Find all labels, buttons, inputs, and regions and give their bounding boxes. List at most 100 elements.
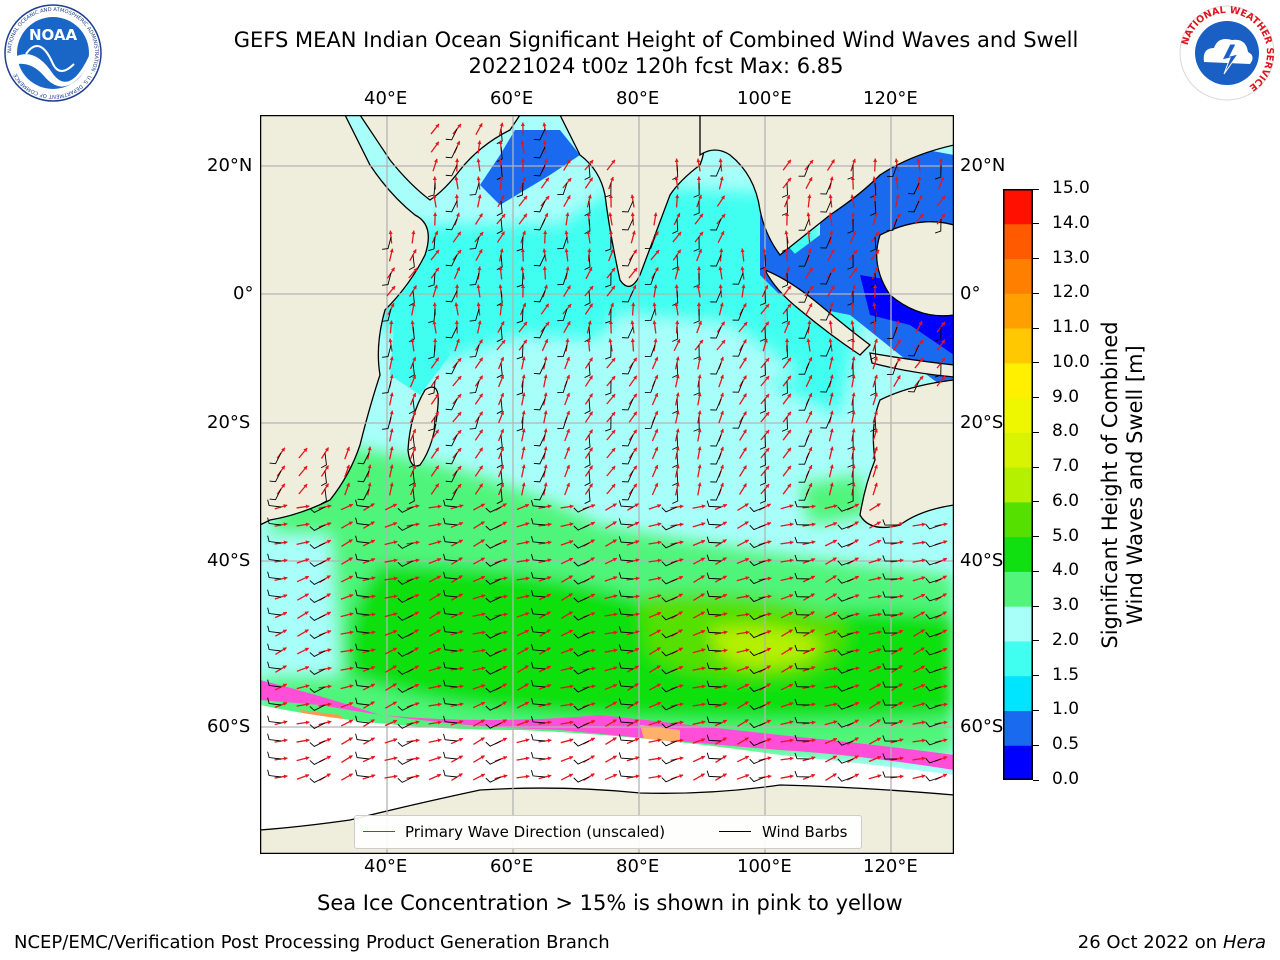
wind-barb bbox=[622, 218, 634, 231]
wind-barb bbox=[618, 734, 634, 742]
wave-arrow-head bbox=[498, 284, 503, 289]
wind-barb bbox=[925, 560, 942, 566]
legend-wind-barbs: Wind Barbs bbox=[762, 823, 848, 841]
wave-arrow-head bbox=[811, 558, 816, 562]
wave-arrow-head bbox=[745, 576, 750, 581]
wave-arrow-head bbox=[700, 575, 705, 580]
wave-arrow-head bbox=[722, 557, 727, 562]
wave-arrow-head bbox=[811, 504, 816, 509]
wave-arrow-head bbox=[415, 774, 420, 779]
wave-arrow-head bbox=[765, 303, 770, 308]
borneo bbox=[876, 221, 954, 317]
wind-barb bbox=[837, 758, 854, 764]
wind-barb bbox=[269, 488, 282, 501]
colorbar-tick-mark bbox=[1033, 605, 1039, 607]
wind-barb bbox=[710, 164, 722, 177]
wave-arrow-head bbox=[590, 575, 595, 580]
wind-barb bbox=[882, 627, 898, 634]
wave-arrow-head bbox=[853, 267, 857, 272]
wind-barb bbox=[618, 752, 634, 760]
wave-arrow-head bbox=[829, 230, 834, 235]
wave-arrow-head bbox=[481, 630, 486, 635]
wave-arrow-head bbox=[765, 465, 770, 470]
wave-arrow-head bbox=[745, 648, 750, 653]
wave-arrow-head bbox=[500, 321, 505, 326]
wave-arrow-head bbox=[697, 428, 702, 433]
wind-barb bbox=[820, 308, 832, 321]
wind-barb bbox=[618, 716, 634, 724]
wind-barb bbox=[661, 668, 678, 675]
wave-arrow-head bbox=[281, 447, 285, 452]
wave-arrow-head bbox=[786, 266, 790, 271]
wave-arrow-head bbox=[282, 629, 287, 634]
wave-arrow-head bbox=[630, 320, 635, 325]
lat-label-left-60s: 60°S bbox=[207, 716, 251, 737]
wind-barb bbox=[445, 128, 458, 141]
wave-arrow-head bbox=[414, 683, 419, 688]
wind-barb bbox=[837, 506, 854, 512]
wave-arrow-head bbox=[480, 701, 485, 706]
wave-arrow-head bbox=[921, 738, 926, 743]
wind-barb bbox=[530, 607, 546, 616]
wave-arrow-head bbox=[500, 392, 505, 397]
wave-arrow-head bbox=[393, 522, 398, 526]
wind-barb bbox=[573, 776, 590, 783]
wave-arrow-head bbox=[941, 213, 945, 218]
wave-arrow-head bbox=[851, 464, 856, 469]
wave-arrow-head bbox=[324, 483, 329, 488]
wave-arrow-head bbox=[458, 773, 463, 778]
wave-arrow-head bbox=[283, 504, 288, 509]
wave-arrow-head bbox=[458, 737, 463, 742]
wind-barb bbox=[496, 398, 503, 415]
wave-arrow-head bbox=[722, 521, 727, 526]
wind-barb bbox=[882, 555, 898, 562]
wave-arrow-head bbox=[828, 212, 833, 217]
wind-barb bbox=[267, 553, 282, 562]
wave-arrow-head bbox=[806, 338, 811, 343]
wave-arrow-head bbox=[525, 719, 530, 724]
title-line-1: GEFS MEAN Indian Ocean Significant Heigh… bbox=[233, 28, 1079, 52]
wind-barb bbox=[672, 164, 679, 180]
wave-arrow-head bbox=[543, 374, 548, 379]
wave-arrow-head bbox=[635, 540, 640, 544]
wave-arrow-head bbox=[371, 576, 376, 581]
wave-arrow-head bbox=[502, 737, 507, 742]
wave-arrow-head bbox=[305, 665, 310, 670]
lat-label-right-40s: 40°S bbox=[960, 550, 1004, 571]
wave-arrow-head bbox=[349, 684, 354, 689]
wave-arrow-head bbox=[458, 755, 463, 760]
colorbar-tick-label: 3.0 bbox=[1052, 595, 1080, 616]
wave-arrow-head bbox=[503, 648, 508, 652]
wind-barb bbox=[710, 218, 722, 231]
wave-arrow-head bbox=[723, 702, 728, 706]
wave-arrow-head bbox=[476, 284, 481, 289]
wind-barb bbox=[573, 632, 590, 639]
colorbar-tick-mark bbox=[1033, 466, 1039, 468]
wave-arrow-head bbox=[789, 522, 794, 527]
wind-barb bbox=[443, 553, 458, 562]
wind-barb bbox=[443, 661, 458, 670]
wind-barb bbox=[267, 535, 282, 544]
wave-arrow-head bbox=[349, 593, 354, 598]
wind-barb bbox=[886, 218, 898, 231]
wave-arrow-head bbox=[810, 593, 815, 598]
wave-arrow-head bbox=[370, 719, 375, 724]
wave-arrow-head bbox=[500, 410, 505, 415]
wave-arrow-head bbox=[283, 720, 288, 725]
wave-arrow-head bbox=[854, 719, 859, 724]
wind-barb bbox=[496, 326, 503, 343]
wave-arrow-head bbox=[831, 268, 836, 272]
wave-arrow-head bbox=[547, 738, 552, 743]
wind-barb bbox=[533, 254, 546, 267]
wave-arrow-head bbox=[701, 504, 706, 509]
wave-arrow-head bbox=[872, 302, 877, 307]
wave-arrow-head bbox=[942, 557, 947, 562]
wind-barb bbox=[661, 704, 678, 711]
wave-arrow-head bbox=[634, 719, 639, 724]
wave-arrow-head bbox=[679, 504, 684, 509]
wave-arrow-head bbox=[806, 212, 811, 217]
wave-arrow-head bbox=[720, 374, 724, 379]
wave-arrow-head bbox=[611, 358, 616, 362]
wave-arrow-head bbox=[851, 482, 856, 487]
wave-arrow-head bbox=[941, 321, 946, 326]
